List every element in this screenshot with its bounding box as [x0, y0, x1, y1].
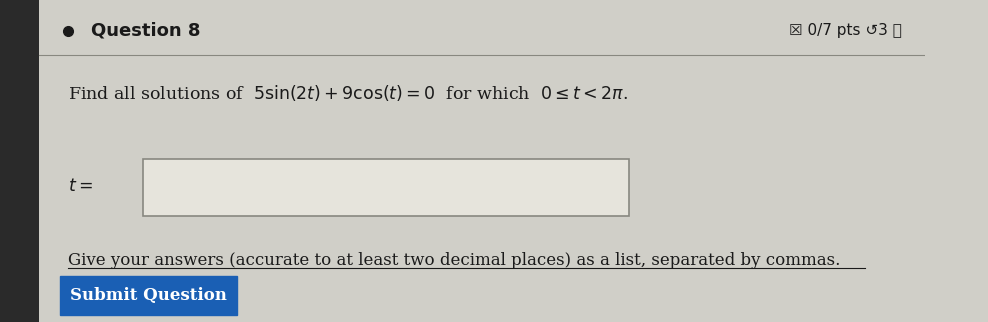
- Text: Find all solutions of  $5\sin(2t) + 9\cos(t) = 0$  for which  $0 \leq t < 2\pi$.: Find all solutions of $5\sin(2t) + 9\cos…: [67, 83, 627, 103]
- Text: Submit Question: Submit Question: [70, 287, 227, 304]
- Text: Give your answers (accurate to at least two decimal places) as a list, separated: Give your answers (accurate to at least …: [67, 252, 840, 269]
- Text: ☒ 0/7 pts ↺3 ⓘ: ☒ 0/7 pts ↺3 ⓘ: [789, 23, 902, 38]
- FancyBboxPatch shape: [0, 0, 39, 322]
- FancyBboxPatch shape: [143, 159, 629, 216]
- Text: $t =$: $t =$: [67, 178, 93, 195]
- FancyBboxPatch shape: [60, 276, 237, 315]
- Text: Question 8: Question 8: [91, 22, 201, 40]
